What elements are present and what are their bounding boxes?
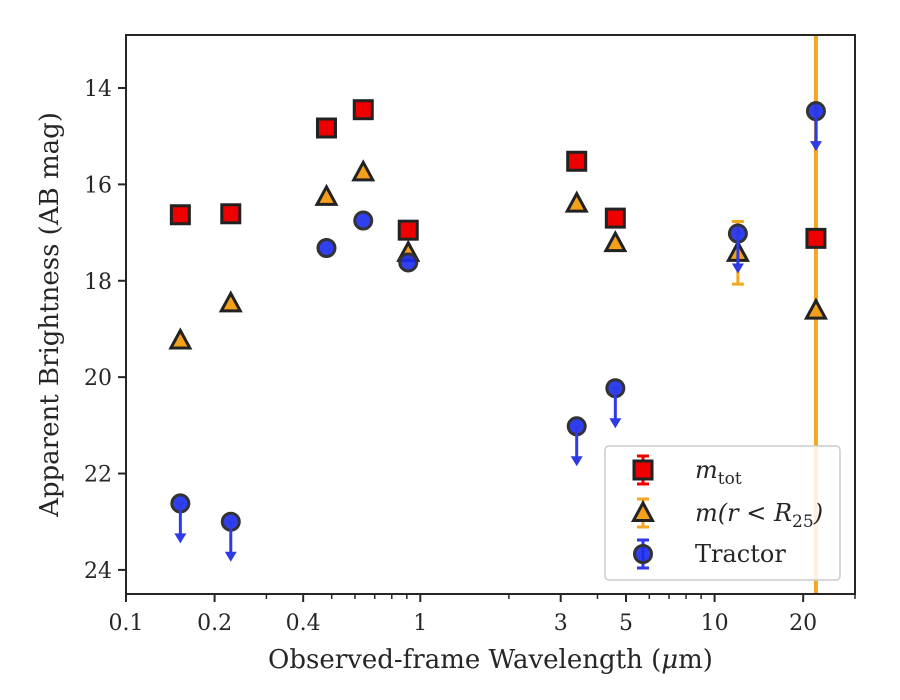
upper-limit-arrow-tractor-head xyxy=(809,141,822,152)
x-axis-label-prefix: Observed-frame Wavelength ( xyxy=(268,645,661,675)
data-point-tractor xyxy=(353,210,374,231)
legend-box xyxy=(604,445,841,581)
legend-label-tractor: Tractor xyxy=(695,540,786,568)
data-point-mtot xyxy=(397,219,419,241)
data-point-mtot xyxy=(566,150,588,172)
legend-marker-mr25 xyxy=(630,499,656,522)
legend-mtot-base: m xyxy=(695,456,718,484)
legend-handle-mr25 xyxy=(630,497,656,529)
tick-layer: 0.1 0.2 0.4 1 3 5 10 20 14 16 18 20 22 24 xyxy=(84,77,856,636)
x-tick-label: 10 xyxy=(701,611,729,636)
legend-handle-mtot xyxy=(632,454,654,486)
data-point-mtot xyxy=(604,207,626,229)
x-tick-label: 0.4 xyxy=(286,611,321,636)
data-point-tractor xyxy=(398,252,419,273)
y-tick-label: 18 xyxy=(84,270,112,295)
legend-marker-mtot xyxy=(632,459,654,481)
data-point-mr25 xyxy=(564,190,589,213)
upper-limit-arrow-tractor-head xyxy=(609,418,622,429)
data-point-mtot xyxy=(169,204,191,226)
legend-mr25-end: ) xyxy=(813,499,823,527)
upper-limit-arrow-tractor-head xyxy=(224,551,237,562)
y-tick-label: 16 xyxy=(84,173,112,198)
series-mr25-points xyxy=(168,159,828,350)
data-point-mr25 xyxy=(603,230,628,253)
x-axis-label: Observed-frame Wavelength (μm) xyxy=(268,645,713,675)
upper-limit-arrow-tractor-head xyxy=(731,263,744,274)
legend-mr25-mid: (r < R xyxy=(718,499,792,527)
data-layer xyxy=(168,99,828,562)
legend: mtot m(r < R25) Tractor xyxy=(604,445,841,581)
data-point-mr25 xyxy=(168,327,193,350)
x-tick-label: 20 xyxy=(789,611,817,636)
legend-mtot-sub: tot xyxy=(718,469,742,489)
data-point-mtot xyxy=(352,99,374,121)
legend-items xyxy=(630,454,656,570)
legend-label-mr25: m(r < R25) xyxy=(695,499,823,532)
series-tractor-points xyxy=(170,101,826,562)
x-axis-label-mu: μ xyxy=(661,645,678,675)
data-point-mr25 xyxy=(803,297,828,320)
y-axis-label: Apparent Brightness (AB mag) xyxy=(35,112,65,518)
data-point-mtot xyxy=(220,203,242,225)
plot-frame xyxy=(125,34,856,595)
data-point-mtot xyxy=(805,227,827,249)
x-tick-label: 0.1 xyxy=(109,611,144,636)
y-tick-label: 24 xyxy=(84,559,112,584)
legend-handle-tractor xyxy=(633,538,653,570)
legend-mr25-base: m xyxy=(695,499,718,527)
x-axis-label-suffix: m) xyxy=(678,645,713,675)
series-mtot-points xyxy=(169,99,827,249)
x-tick-label: 1 xyxy=(413,611,427,636)
y-tick-label: 14 xyxy=(84,77,112,102)
upper-limit-arrow-tractor-head xyxy=(570,456,583,467)
y-tick-label: 20 xyxy=(84,366,112,391)
data-point-mr25 xyxy=(218,290,243,313)
legend-label-mtot: mtot xyxy=(695,456,742,489)
data-point-tractor xyxy=(316,237,337,258)
x-tick-label: 0.2 xyxy=(197,611,232,636)
data-point-mtot xyxy=(315,117,337,139)
x-tick-label: 5 xyxy=(619,611,633,636)
x-tick-label: 3 xyxy=(554,611,568,636)
data-point-mr25 xyxy=(351,159,376,182)
data-point-mr25 xyxy=(314,183,339,206)
upper-limit-arrow-tractor-head xyxy=(174,533,187,544)
y-tick-label: 22 xyxy=(84,463,112,488)
legend-mr25-sub: 25 xyxy=(792,512,814,532)
legend-marker-tractor xyxy=(633,544,653,564)
